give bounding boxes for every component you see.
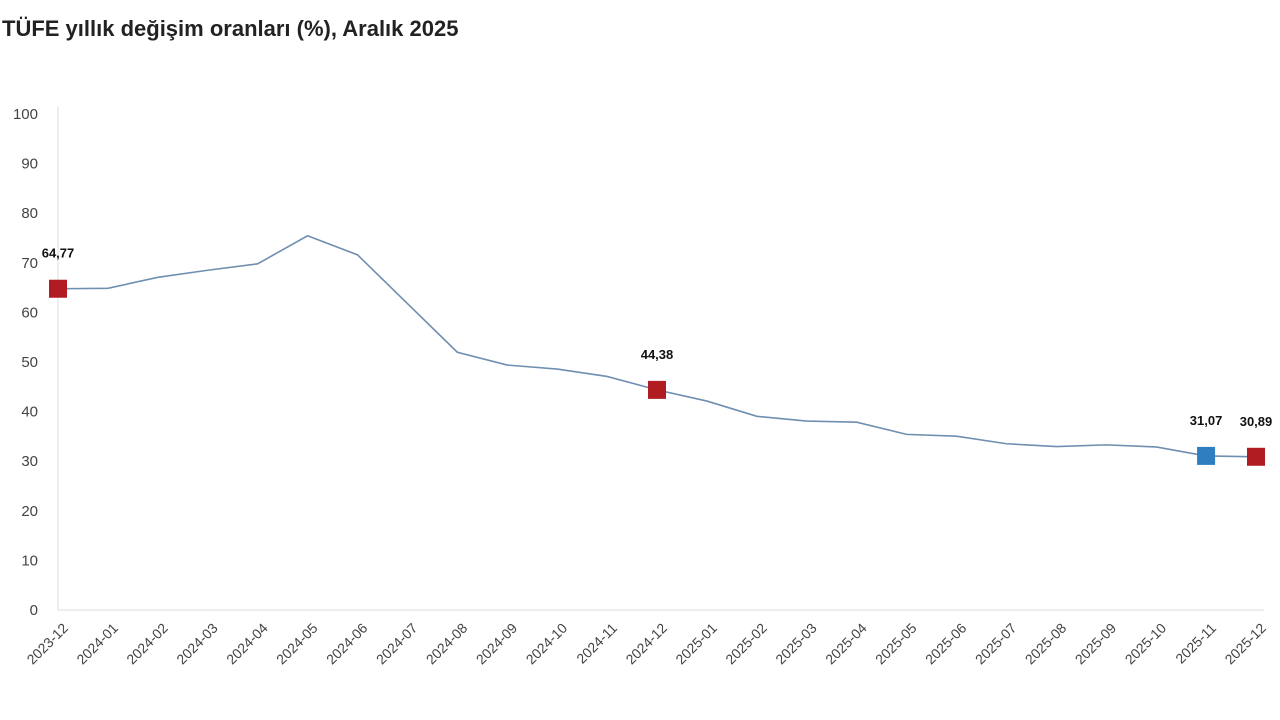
y-tick-label: 30 xyxy=(21,453,38,470)
y-tick-label: 60 xyxy=(21,304,38,321)
x-tick-label: 2025-10 xyxy=(1122,620,1170,668)
x-tick-label: 2025-03 xyxy=(772,620,820,668)
y-tick-label: 80 xyxy=(21,205,38,222)
x-tick-label: 2024-08 xyxy=(423,620,471,668)
y-tick-label: 90 xyxy=(21,156,38,173)
highlight-marker xyxy=(49,279,67,298)
y-tick-label: 100 xyxy=(13,106,38,123)
x-tick-label: 2025-09 xyxy=(1072,620,1120,668)
highlight-marker xyxy=(648,380,666,399)
x-tick-label: 2025-08 xyxy=(1022,620,1070,668)
x-tick-label: 2024-11 xyxy=(573,620,620,667)
y-tick-label: 20 xyxy=(21,503,38,520)
x-tick-label: 2024-01 xyxy=(73,620,121,668)
x-tick-label: 2025-05 xyxy=(872,620,920,668)
data-label: 30,89 xyxy=(1240,414,1273,429)
data-label: 64,77 xyxy=(42,246,75,261)
x-tick-label: 2025-11 xyxy=(1172,620,1219,667)
highlight-marker xyxy=(1197,446,1216,465)
x-tick-label: 2025-07 xyxy=(972,620,1020,668)
y-tick-label: 40 xyxy=(21,404,38,421)
y-tick-label: 0 xyxy=(30,602,38,619)
y-tick-label: 10 xyxy=(21,552,38,569)
x-tick-label: 2024-04 xyxy=(223,620,271,668)
data-label: 31,07 xyxy=(1190,413,1223,428)
y-tick-label: 50 xyxy=(21,354,38,371)
x-tick-label: 2025-12 xyxy=(1221,620,1269,668)
chart-title: TÜFE yıllık değişim oranları (%), Aralık… xyxy=(2,16,459,41)
x-tick-label: 2024-02 xyxy=(123,620,171,668)
x-tick-label: 2024-10 xyxy=(523,620,571,668)
data-label: 44,38 xyxy=(641,347,674,362)
x-tick-label: 2023-12 xyxy=(23,620,71,668)
x-tick-label: 2025-06 xyxy=(922,620,970,668)
x-tick-label: 2024-05 xyxy=(273,620,321,668)
x-tick-label: 2024-03 xyxy=(173,620,221,668)
highlight-marker xyxy=(1247,447,1265,466)
x-tick-label: 2024-06 xyxy=(323,620,371,668)
x-tick-label: 2025-01 xyxy=(672,620,720,668)
x-tick-label: 2024-07 xyxy=(373,620,421,668)
x-tick-label: 2024-09 xyxy=(473,620,521,668)
y-tick-label: 70 xyxy=(21,255,38,272)
x-tick-label: 2025-04 xyxy=(822,620,870,668)
x-tick-label: 2025-02 xyxy=(722,620,770,668)
x-tick-label: 2024-12 xyxy=(622,620,670,668)
